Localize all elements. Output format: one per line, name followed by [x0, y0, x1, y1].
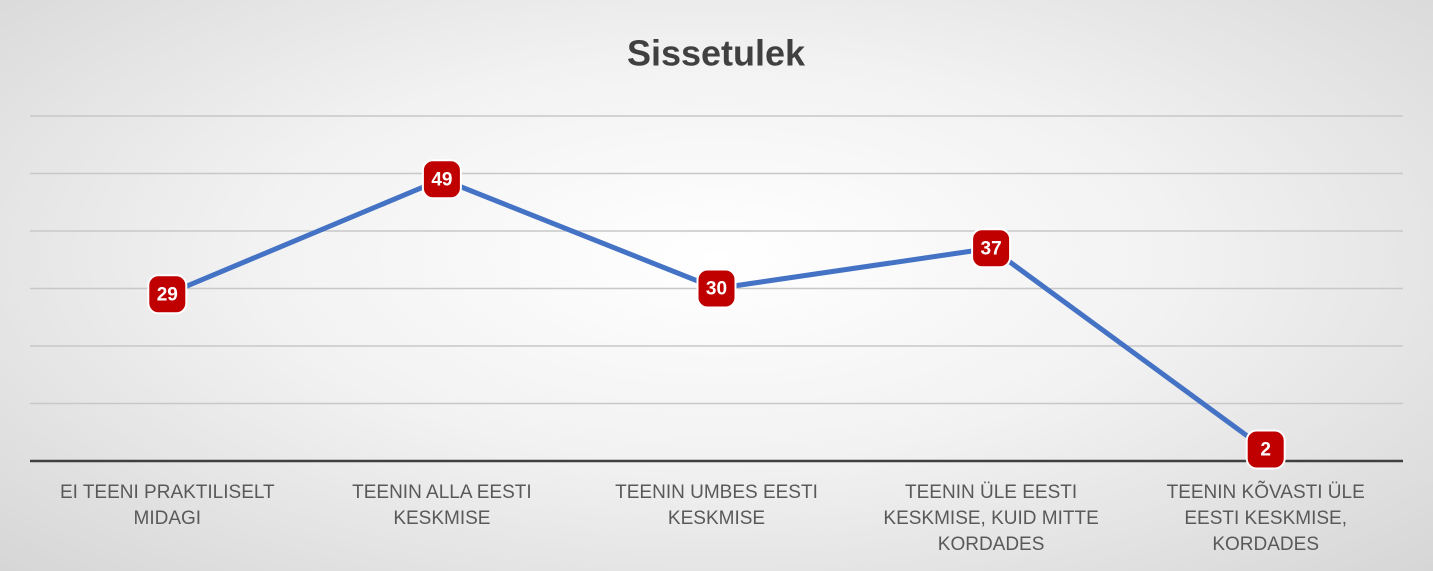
data-label: 37 [981, 238, 1002, 259]
line [166, 176, 1268, 452]
x-tick-label: TEENIN UMBES EESTI KESKMISE [615, 482, 818, 529]
data-label: 2 [1260, 440, 1271, 461]
data-label: 30 [706, 279, 727, 300]
x-tick-label: TEENIN ALLA EESTI KESKMISE [352, 482, 532, 529]
data-label: 29 [157, 284, 178, 305]
marker [147, 274, 188, 315]
marker [421, 159, 462, 200]
x-tick-label: TEENIN KÕVASTI ÜLE EESTI KESKMISE, KORDA… [1166, 482, 1365, 555]
data-label: 49 [431, 169, 452, 190]
marker [696, 268, 737, 309]
x-tick-label: EI TEENI PRAKTILISELT MIDAGI [59, 482, 275, 529]
marker [1245, 429, 1286, 470]
marker [971, 228, 1012, 269]
chart-title: Sissetulek [627, 33, 806, 74]
x-tick-label: TEENIN ÜLE EESTI KESKMISE, KUID MITTE KO… [883, 482, 1099, 555]
